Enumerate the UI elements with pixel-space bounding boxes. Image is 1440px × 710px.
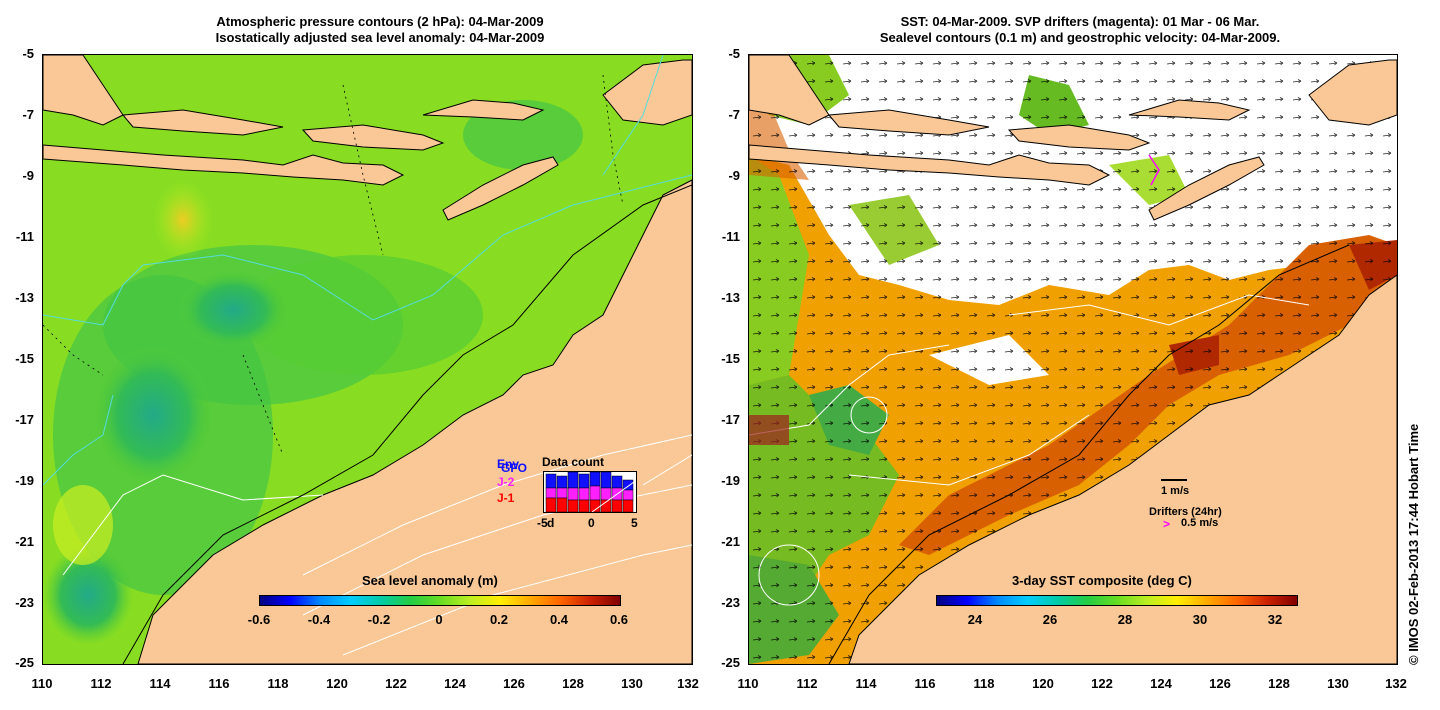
legend-gfo: GFO bbox=[501, 461, 527, 475]
left-cb-tick-2: -0.2 bbox=[367, 612, 391, 627]
drifter-key-title: Drifters (24hr) bbox=[1149, 506, 1222, 518]
left-xtick-3: 116 bbox=[208, 676, 230, 691]
right-ytick-2: -9 bbox=[728, 168, 740, 183]
right-xtick-5: 120 bbox=[1032, 676, 1054, 691]
right-ytick-0: -5 bbox=[728, 46, 740, 61]
imos-credit: © IMOS 02-Feb-2013 17:44 Hobart Time bbox=[1406, 423, 1421, 665]
left-ytick-3: -11 bbox=[15, 229, 34, 244]
inset-tick-5: 5 bbox=[631, 516, 638, 530]
inset-tick-0: 0 bbox=[588, 516, 595, 530]
right-xtick-2: 114 bbox=[855, 676, 877, 691]
left-title-line1: Atmospheric pressure contours (2 hPa): 0… bbox=[216, 14, 544, 29]
right-colorbar-title: 3-day SST composite (deg C) bbox=[1012, 573, 1192, 588]
legend-j1: J-1 bbox=[497, 491, 515, 505]
left-xtick-4: 118 bbox=[267, 676, 289, 691]
left-xtick-2: 114 bbox=[149, 676, 171, 691]
left-xtick-7: 124 bbox=[444, 676, 466, 691]
legend-env: Env bbox=[497, 457, 520, 471]
sst-colorbar bbox=[936, 595, 1298, 606]
right-cb-tick-0: 24 bbox=[967, 612, 983, 627]
right-ytick-1: -7 bbox=[728, 107, 740, 122]
left-cb-tick-4: 0.2 bbox=[489, 612, 509, 627]
right-ytick-7: -19 bbox=[721, 473, 740, 488]
inset-tick-neg5: -5 bbox=[537, 516, 548, 530]
left-cb-tick-1: -0.4 bbox=[307, 612, 331, 627]
left-ytick-7: -19 bbox=[15, 473, 34, 488]
right-ytick-6: -17 bbox=[721, 412, 740, 427]
left-xtick-8: 126 bbox=[503, 676, 525, 691]
right-title: SST: 04-Mar-2009. SVP drifters (magenta)… bbox=[810, 14, 1350, 46]
left-xtick-5: 120 bbox=[326, 676, 348, 691]
left-xtick-9: 128 bbox=[562, 676, 584, 691]
inset-title: Data count bbox=[542, 455, 605, 469]
inset-tick-d: d bbox=[547, 516, 555, 530]
right-title-line1: SST: 04-Mar-2009. SVP drifters (magenta)… bbox=[900, 14, 1260, 29]
right-cb-tick-4: 32 bbox=[1267, 612, 1283, 627]
left-xtick-11: 132 bbox=[677, 676, 699, 691]
left-ytick-5: -15 bbox=[15, 351, 34, 366]
right-xtick-0: 110 bbox=[737, 676, 759, 691]
right-xtick-4: 118 bbox=[973, 676, 995, 691]
right-xtick-6: 122 bbox=[1091, 676, 1113, 691]
right-xtick-8: 126 bbox=[1209, 676, 1231, 691]
left-ytick-2: -9 bbox=[22, 168, 34, 183]
right-xtick-10: 130 bbox=[1327, 676, 1349, 691]
left-cb-tick-5: 0.4 bbox=[549, 612, 569, 627]
velocity-key-arrow bbox=[1161, 479, 1187, 481]
right-cb-tick-2: 28 bbox=[1117, 612, 1133, 627]
sea-level-colorbar bbox=[259, 595, 621, 606]
right-ytick-9: -23 bbox=[721, 595, 740, 610]
left-ytick-1: -7 bbox=[22, 107, 34, 122]
right-xtick-9: 128 bbox=[1268, 676, 1290, 691]
left-ytick-0: -5 bbox=[22, 46, 34, 61]
drifter-key-symbol: > bbox=[1163, 517, 1171, 531]
left-colorbar-title: Sea level anomaly (m) bbox=[362, 573, 498, 588]
left-ytick-6: -17 bbox=[15, 412, 34, 427]
right-xtick-1: 112 bbox=[796, 676, 818, 691]
left-xtick-10: 130 bbox=[621, 676, 643, 691]
left-ytick-4: -13 bbox=[15, 290, 34, 305]
left-cb-tick-3: 0 bbox=[435, 612, 443, 627]
left-ytick-9: -23 bbox=[15, 595, 34, 610]
left-xtick-0: 110 bbox=[31, 676, 53, 691]
right-ytick-10: -25 bbox=[721, 655, 740, 670]
legend-j2: J-2 bbox=[497, 475, 515, 489]
sea-level-map: Data count bbox=[42, 54, 693, 665]
right-title-line2: Sealevel contours (0.1 m) and geostrophi… bbox=[879, 30, 1281, 45]
right-ytick-5: -15 bbox=[721, 351, 740, 366]
right-cb-tick-1: 26 bbox=[1042, 612, 1058, 627]
data-count-inset bbox=[543, 471, 637, 513]
left-cb-tick-0: -0.6 bbox=[247, 612, 271, 627]
drifter-key-value: 0.5 m/s bbox=[1181, 517, 1219, 529]
left-cb-tick-6: 0.6 bbox=[609, 612, 629, 627]
right-ytick-3: -11 bbox=[721, 229, 740, 244]
left-ytick-10: -25 bbox=[15, 655, 34, 670]
right-cb-tick-3: 30 bbox=[1192, 612, 1208, 627]
sst-map: 1 m/s Drifters (24hr) > 0.5 m/s bbox=[748, 54, 1398, 665]
left-xtick-6: 122 bbox=[385, 676, 407, 691]
right-ytick-4: -13 bbox=[721, 290, 740, 305]
left-title: Atmospheric pressure contours (2 hPa): 0… bbox=[120, 14, 640, 46]
right-ytick-8: -21 bbox=[721, 534, 740, 549]
right-xtick-7: 124 bbox=[1150, 676, 1172, 691]
right-xtick-11: 132 bbox=[1385, 676, 1407, 691]
right-xtick-3: 116 bbox=[914, 676, 936, 691]
left-title-line2: Isostatically adjusted sea level anomaly… bbox=[215, 30, 545, 45]
velocity-key-label: 1 m/s bbox=[1161, 485, 1190, 497]
left-ytick-8: -21 bbox=[15, 534, 34, 549]
left-xtick-1: 112 bbox=[90, 676, 112, 691]
